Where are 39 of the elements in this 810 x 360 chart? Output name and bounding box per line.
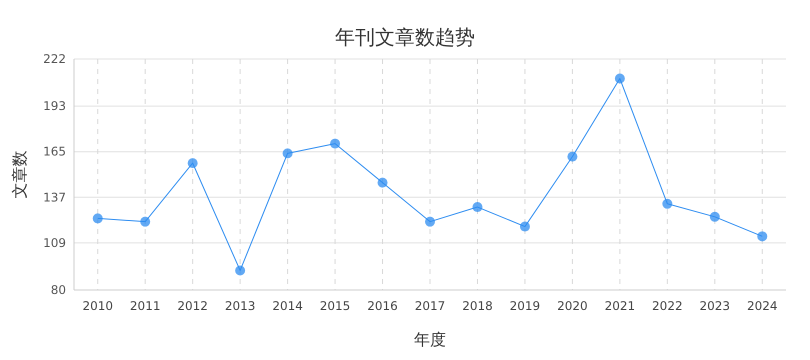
x-tick-label: 2018 [462, 299, 493, 313]
point [472, 202, 482, 212]
x-tick-label: 2023 [700, 299, 730, 313]
y-tick-label: 165 [43, 144, 66, 159]
x-tick-label: 2022 [652, 299, 683, 313]
x-tick-label: 2013 [224, 299, 256, 313]
point [330, 138, 340, 149]
x-tick-label: 2012 [177, 299, 208, 313]
x-tick-label: 2011 [130, 299, 160, 313]
y-tick-label: 109 [43, 236, 66, 250]
x-tick-label: 2015 [320, 299, 350, 313]
point [235, 265, 246, 276]
x-tick-label: 2021 [604, 299, 636, 313]
point [520, 222, 530, 232]
point [282, 148, 293, 158]
x-axis-title: 年度 [414, 330, 446, 349]
y-tick-label: 193 [43, 99, 66, 114]
y-tick-label: 80 [50, 283, 66, 297]
point [188, 158, 198, 168]
point [567, 152, 578, 162]
point [710, 212, 720, 222]
x-tick-label: 2017 [414, 299, 446, 313]
point [662, 198, 672, 209]
y-tick-label: 137 [43, 190, 66, 204]
point [92, 213, 103, 224]
x-tick-label: 2020 [557, 299, 588, 313]
x-tick-label: 2016 [367, 299, 398, 313]
y-axis-title: 文章数 [10, 150, 29, 198]
point [614, 74, 625, 84]
x-tick-label: 2019 [510, 299, 540, 313]
x-tick-label: 2024 [746, 299, 778, 313]
y-tick-label: 222 [43, 52, 66, 66]
x-tick-label: 2010 [82, 299, 114, 313]
point [140, 216, 150, 227]
point [378, 178, 388, 188]
point [425, 216, 435, 227]
x-tick-label: 2014 [272, 299, 303, 313]
point [757, 231, 768, 242]
chart-title: 年刊文章数趋势 [335, 25, 475, 49]
